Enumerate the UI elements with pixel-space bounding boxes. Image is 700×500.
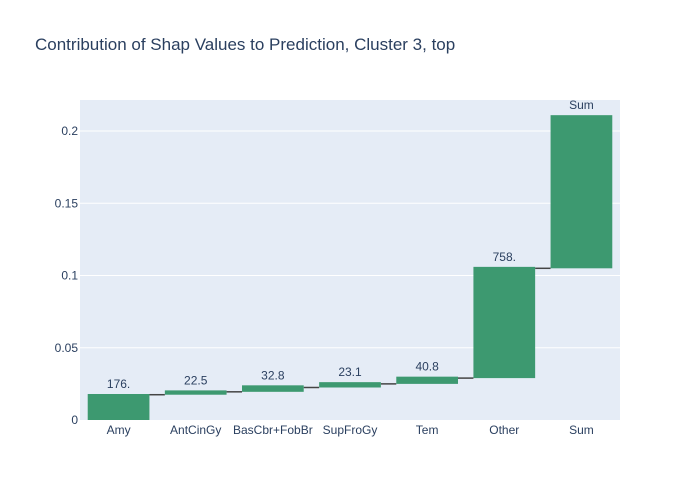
bar-bascbr-fobbr	[242, 385, 304, 392]
x-tick-label: BasCbr+FobBr	[233, 423, 313, 437]
x-tick-label: Sum	[569, 423, 594, 437]
y-axis-ticks: 0 0.05 0.1 0.15 0.2	[55, 124, 79, 427]
bar-other	[473, 266, 536, 379]
x-tick-label: Amy	[107, 423, 131, 437]
bars	[87, 115, 613, 420]
data-label: 40.8	[415, 360, 439, 374]
y-tick-label: 0.2	[61, 124, 78, 138]
y-tick-label: 0.15	[55, 196, 79, 210]
data-label: 32.8	[261, 368, 285, 382]
chart-title: Contribution of Shap Values to Predictio…	[35, 35, 455, 54]
y-tick-label: 0.05	[55, 341, 79, 355]
data-label: 22.5	[184, 373, 208, 387]
data-label: 758.	[493, 250, 516, 264]
bar-amy	[87, 393, 150, 420]
bar-sum	[550, 115, 613, 269]
bar-tem	[396, 376, 458, 384]
y-tick-label: 0.1	[61, 269, 78, 283]
y-tick-label: 0	[71, 413, 78, 427]
x-axis-ticks: Amy AntCinGy BasCbr+FobBr SupFroGy Tem Other S…	[107, 423, 594, 437]
x-tick-label: Tem	[416, 423, 439, 437]
bar-supfrogy	[319, 382, 381, 388]
bar-antcingy	[164, 390, 227, 395]
data-label: 176.	[107, 377, 130, 391]
data-label: Sum	[569, 98, 594, 112]
data-labels: 176. 22.5 32.8 23.1 40.8 758. Sum	[107, 98, 594, 391]
x-tick-label: SupFroGy	[323, 423, 378, 437]
x-tick-label: Other	[489, 423, 519, 437]
x-tick-label: AntCinGy	[170, 423, 221, 437]
data-label: 23.1	[338, 365, 362, 379]
connector-lines	[149, 267, 551, 396]
